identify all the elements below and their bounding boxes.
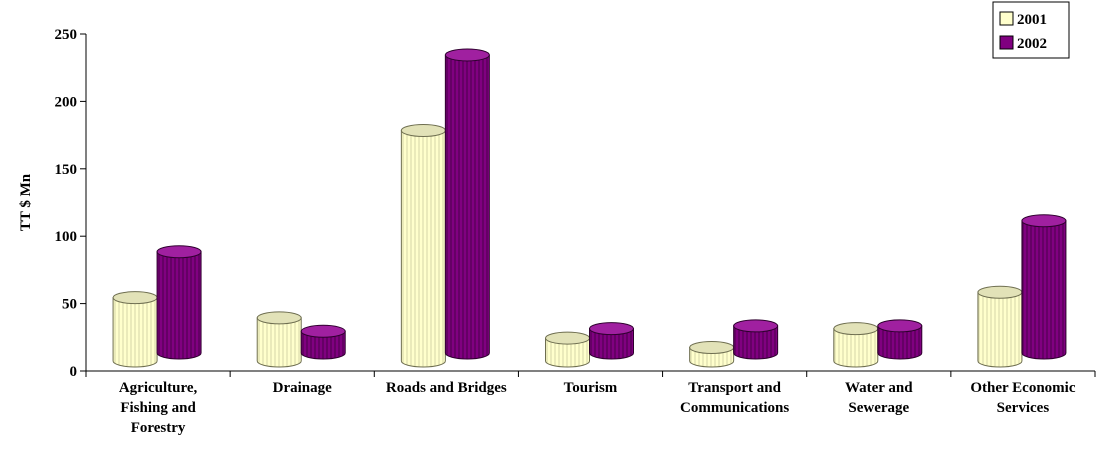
x-tick-label: Agriculture, Fishing and Forestry <box>119 380 198 436</box>
bar-2002-6 <box>1021 214 1067 360</box>
bar-body <box>112 297 158 368</box>
legend-label-2001: 2001 <box>1017 12 1047 28</box>
bar-top <box>256 311 302 325</box>
y-tick-label: 150 <box>55 162 78 178</box>
bar-top <box>877 319 923 333</box>
bar-2002-2 <box>444 48 490 360</box>
bar-top <box>833 322 879 336</box>
bar-top <box>589 322 634 336</box>
bar-body <box>1021 220 1067 360</box>
y-tick-label: 100 <box>55 229 78 245</box>
bar-2002-4 <box>733 319 779 360</box>
y-tick-label: 250 <box>55 27 78 43</box>
bar-body <box>400 129 446 368</box>
bar-body <box>589 328 634 360</box>
legend-label-2002: 2002 <box>1017 36 1047 52</box>
bar-2001-4 <box>689 341 735 368</box>
y-axis-title: TT $ Mn <box>18 173 34 231</box>
bar-body <box>300 330 346 360</box>
bar-body <box>545 337 590 368</box>
bar-top <box>1021 214 1067 228</box>
y-tick-label: 200 <box>55 94 78 110</box>
bar-body <box>444 54 490 360</box>
bar-body <box>256 317 302 368</box>
bar-body <box>733 325 779 360</box>
legend-swatch-2002 <box>999 35 1014 50</box>
bar-top <box>112 291 158 305</box>
bar-2001-0 <box>112 291 158 368</box>
bar-2002-0 <box>156 245 202 360</box>
bar-2002-3 <box>589 322 634 360</box>
bar-2001-2 <box>400 123 446 368</box>
bar-2001-6 <box>977 285 1023 368</box>
bar-top <box>156 245 202 259</box>
bar-body <box>156 251 202 360</box>
x-tick-label: Roads and Bridges <box>386 380 507 396</box>
bar-2002-5 <box>877 319 923 360</box>
x-tick-label: Transport and Communications <box>680 380 789 416</box>
bar-2001-5 <box>833 322 879 368</box>
bar-top <box>400 123 446 137</box>
bar-top <box>300 324 346 338</box>
legend-swatch-2001 <box>999 11 1014 26</box>
x-tick-label: Water and Sewerage <box>845 380 913 416</box>
x-tick-label: Other Economic Services <box>970 380 1075 416</box>
bar-top <box>689 341 735 355</box>
bar-top <box>444 48 490 62</box>
bar-top <box>733 319 779 333</box>
bar-2001-3 <box>545 331 590 368</box>
bar-2001-1 <box>256 311 302 368</box>
x-tick-label: Tourism <box>564 380 618 396</box>
y-tick-label: 0 <box>70 364 78 380</box>
y-tick-label: 50 <box>62 297 77 313</box>
bar-top <box>977 285 1023 299</box>
bar-2002-1 <box>300 324 346 360</box>
bar-body <box>833 328 879 368</box>
bar-body <box>877 325 923 360</box>
x-tick-label: Drainage <box>273 380 333 396</box>
bar-top <box>545 331 590 345</box>
bar-body <box>977 291 1023 368</box>
